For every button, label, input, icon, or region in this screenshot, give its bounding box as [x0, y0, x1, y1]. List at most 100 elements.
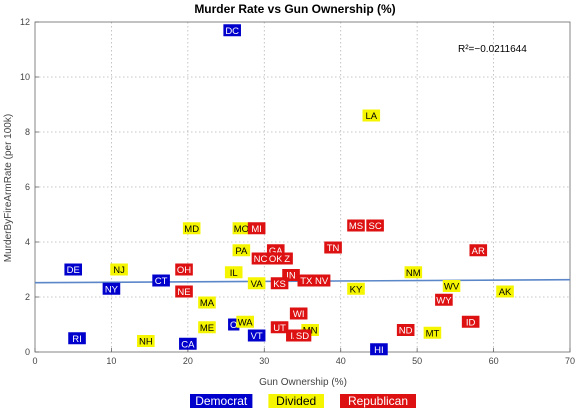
- point-marker: [496, 285, 514, 298]
- point-label: LA: [365, 111, 377, 122]
- data-point-ct: CT: [152, 274, 170, 287]
- point-marker: [251, 252, 270, 265]
- x-axis-title: Gun Ownership (%): [259, 377, 347, 388]
- point-label: PA: [235, 246, 248, 257]
- data-point-ri: RI: [68, 332, 86, 345]
- data-point-nj: NJ: [110, 263, 128, 276]
- y-tick-label: 4: [25, 237, 30, 247]
- point-marker: [312, 274, 331, 287]
- point-marker: [179, 337, 197, 350]
- point-label: RI: [72, 334, 82, 345]
- grid-lines: [35, 22, 570, 352]
- point-label: ID: [466, 317, 476, 328]
- x-tick-label: 10: [106, 356, 116, 366]
- point-label: VA: [251, 279, 264, 290]
- data-point-nc: NC: [251, 252, 270, 265]
- point-label: NC: [254, 254, 268, 265]
- data-point-wi: WI: [289, 307, 308, 320]
- point-label: MO: [234, 224, 249, 235]
- data-point-mo: MO: [232, 222, 251, 235]
- point-label: TN: [327, 243, 340, 254]
- point-marker: [137, 335, 155, 347]
- point-marker: [110, 263, 128, 276]
- x-tick-label: 40: [336, 356, 346, 366]
- legend-item-divided: Divided: [268, 394, 324, 408]
- data-point-vt: VT: [247, 329, 266, 342]
- data-point-me: ME: [198, 321, 216, 334]
- point-marker: [198, 296, 216, 309]
- data-point-ky: KY: [347, 282, 365, 295]
- point-label: CA: [181, 339, 195, 350]
- point-marker: [347, 282, 365, 295]
- point-marker: [102, 282, 121, 295]
- data-point-va: VA: [247, 277, 266, 290]
- point-label: AR: [472, 246, 485, 257]
- legend-swatch: [190, 394, 253, 408]
- data-point-de: DE: [64, 263, 83, 276]
- legend-item-republican: Republican: [340, 394, 416, 408]
- point-label: UT: [273, 323, 286, 334]
- data-point-ar: AR: [469, 244, 488, 257]
- data-point-oh: OH: [175, 263, 193, 276]
- point-label: MD: [184, 224, 199, 235]
- point-marker: [247, 277, 266, 290]
- point-label: NH: [139, 337, 153, 348]
- y-axis-title: MurderByFireArmRate (per 100k): [3, 114, 14, 262]
- point-label: SD: [296, 331, 309, 342]
- legend-label: Republican: [348, 394, 408, 408]
- data-point-nm: NM: [404, 266, 423, 279]
- data-point-ne: NE: [175, 285, 193, 298]
- point-marker: [293, 329, 312, 342]
- data-point-la: LA: [362, 109, 381, 122]
- point-label: MT: [426, 328, 440, 339]
- point-marker: [370, 343, 388, 356]
- y-tick-label: 6: [25, 182, 30, 192]
- point-label: DC: [225, 26, 239, 37]
- data-point-md: MD: [182, 222, 201, 235]
- point-marker: [435, 293, 453, 306]
- point-label: O: [230, 320, 237, 331]
- data-point-tn: TN: [324, 241, 342, 254]
- point-label: KS: [273, 279, 286, 290]
- point-label: HI: [374, 345, 384, 356]
- legend-swatch: [340, 394, 416, 408]
- point-label: VT: [251, 331, 263, 342]
- point-marker: [461, 315, 480, 328]
- data-point-ks: KS: [270, 277, 289, 290]
- point-marker: [228, 318, 240, 331]
- data-point-mt: MT: [423, 326, 442, 339]
- point-label: NY: [105, 284, 119, 295]
- legend-label: Democrat: [195, 394, 248, 408]
- point-label: MS: [349, 221, 363, 232]
- point-label: OH: [177, 265, 191, 276]
- point-label: TX: [300, 276, 313, 287]
- point-label: MI: [251, 224, 262, 235]
- point-label: IN: [286, 271, 296, 282]
- point-label: WA: [238, 317, 254, 328]
- point-marker: [362, 109, 381, 122]
- data-point-dc: DC: [223, 24, 241, 37]
- y-tick-label: 8: [25, 127, 30, 137]
- x-tick-label: 0: [32, 356, 37, 366]
- point-label: ME: [200, 323, 214, 334]
- data-point-il: IL: [224, 266, 243, 279]
- data-point-nh: NH: [137, 335, 155, 348]
- point-label: SC: [369, 221, 382, 232]
- point-label: WI: [293, 309, 305, 320]
- data-point-wy: WY: [435, 293, 453, 306]
- data-point-ca: CA: [179, 337, 197, 350]
- point-marker: [247, 329, 266, 342]
- point-marker: [396, 324, 415, 336]
- point-marker: [281, 252, 293, 265]
- point-marker: [175, 285, 193, 298]
- data-point-sc: SC: [366, 219, 384, 232]
- point-marker: [423, 326, 442, 339]
- point-marker: [224, 266, 243, 279]
- legend-item-democrat: Democrat: [190, 394, 253, 408]
- data-point-ak: AK: [496, 285, 514, 298]
- data-point-hi: HI: [370, 343, 388, 356]
- data-points: DC DE NY CT RI CA O VT HI LA MD MO PA NJ IL VA MA ME WA NH M…: [64, 24, 514, 356]
- point-marker: [442, 280, 461, 292]
- data-point-ny: NY: [102, 282, 121, 295]
